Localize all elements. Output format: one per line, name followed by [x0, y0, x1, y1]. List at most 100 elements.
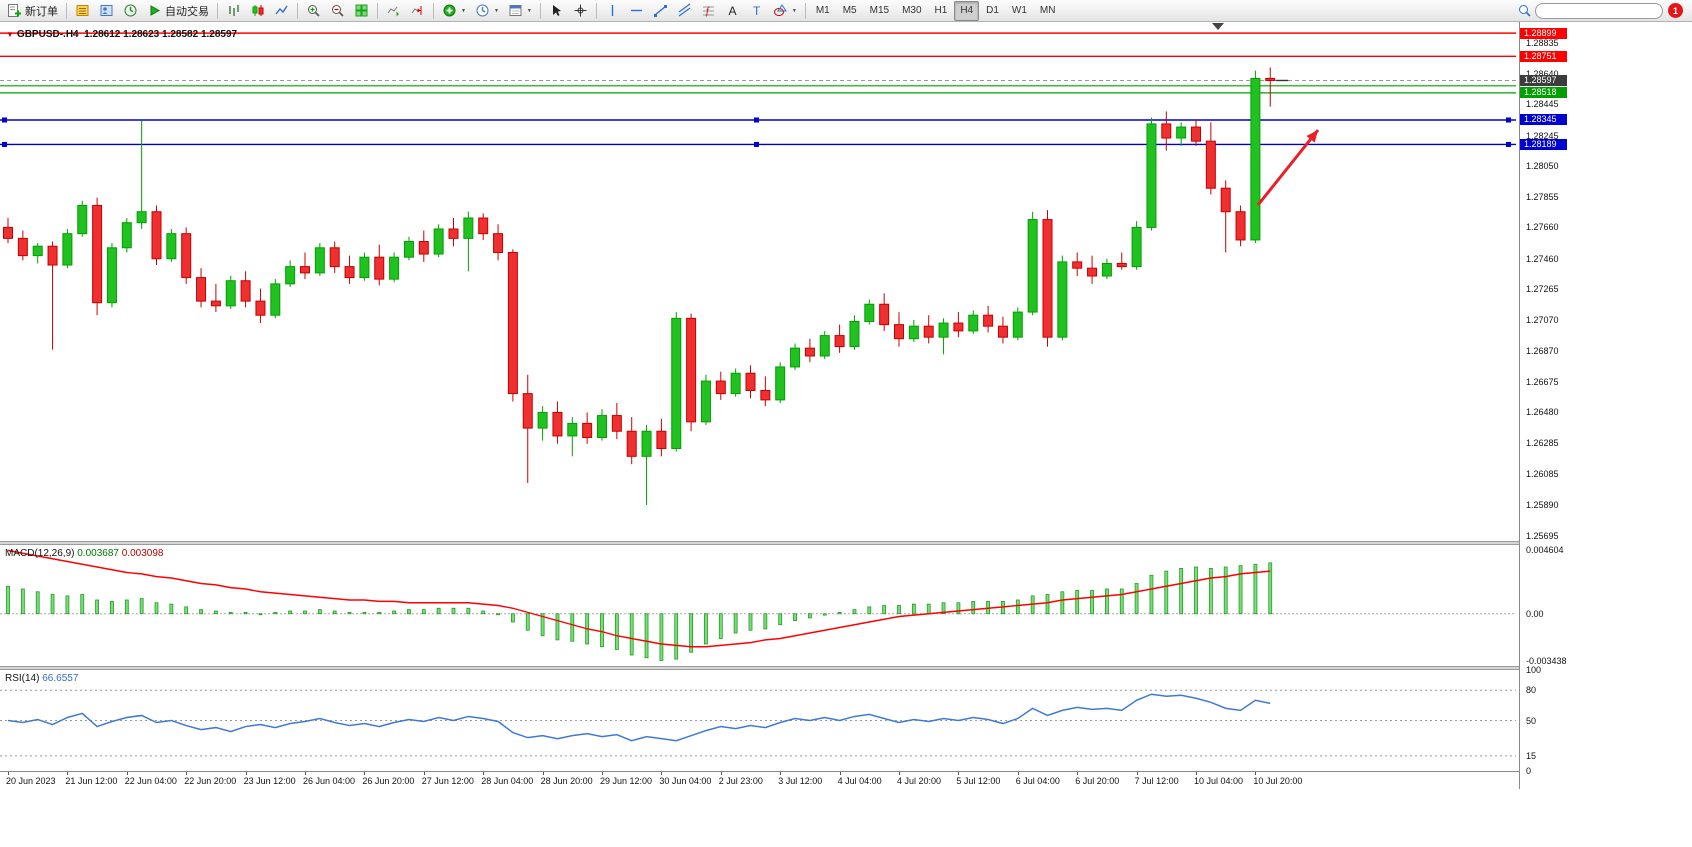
timeframe-button-h4[interactable]: H4: [954, 0, 980, 21]
price-axis-label: 1.27070: [1526, 314, 1559, 325]
line-chart-button[interactable]: [270, 1, 293, 21]
candle-body: [745, 372, 756, 391]
time-axis[interactable]: 20 Jun 2023 21 Jun 12:00 22 Jun 04:00 22 Ju…: [0, 771, 1692, 789]
macd-axis-label: -0.003438: [1526, 656, 1567, 667]
chart-window: ▼ GBPUSD-.H4 1.28612 1.28623 1.28582 1.28…: [0, 22, 1692, 847]
indicators-button[interactable]: ▼: [438, 1, 470, 21]
time-axis-label: 20 Jun 2023: [6, 776, 56, 786]
auto-scroll-button[interactable]: [382, 1, 405, 21]
macd-bar: [273, 611, 278, 615]
rsi-axis-label: 15: [1526, 750, 1537, 761]
candle-body: [166, 233, 177, 260]
macd-bar: [1194, 566, 1198, 615]
macd-pane[interactable]: [0, 545, 1516, 666]
price-axis-label: 1.26870: [1526, 346, 1559, 357]
candle-body: [433, 228, 444, 255]
candle-body: [953, 322, 964, 332]
timeframe-button-m15[interactable]: M15: [869, 5, 890, 16]
candle-body: [834, 335, 845, 348]
line-handle[interactable]: [2, 141, 7, 147]
pane-separator[interactable]: [0, 541, 1692, 545]
search-box: [1517, 2, 1663, 19]
horizontal-line-icon: [629, 3, 644, 18]
macd-bar: [303, 610, 307, 615]
templates-button[interactable]: ▼: [504, 1, 536, 21]
arrow-head[interactable]: [1306, 130, 1318, 143]
vertical-line-button[interactable]: [601, 1, 624, 21]
strategy-tester-button[interactable]: [119, 1, 142, 21]
macd-bar: [748, 613, 753, 631]
horizontal-lines-layer[interactable]: [0, 32, 1516, 147]
line-handle[interactable]: [754, 117, 759, 123]
crosshair-button[interactable]: [569, 1, 592, 21]
cursor-button[interactable]: [545, 1, 568, 21]
time-axis-label: 30 Jun 04:00: [659, 776, 712, 786]
text-icon: A: [725, 3, 740, 18]
macd-bar: [407, 609, 411, 615]
line-handle[interactable]: [2, 117, 7, 123]
timeframe-button-w1[interactable]: W1: [1011, 5, 1027, 16]
trend-arrow[interactable]: [1256, 129, 1320, 206]
autotrading-button[interactable]: 自动交易: [143, 1, 213, 21]
time-tick: [1017, 772, 1019, 775]
cursor-icon: [549, 3, 564, 18]
candle-body: [715, 380, 726, 395]
pane-separator[interactable]: [0, 666, 1692, 670]
market-watch-button[interactable]: [71, 1, 94, 21]
rsi-pane[interactable]: [0, 670, 1516, 771]
channel-button[interactable]: [673, 1, 696, 21]
candle-body: [106, 247, 117, 304]
text-button[interactable]: A: [721, 1, 744, 21]
timeframe-button-h1[interactable]: H1: [934, 5, 948, 16]
trendline-button[interactable]: [649, 1, 672, 21]
text-label-button[interactable]: T: [745, 1, 768, 21]
time-tick: [958, 772, 960, 775]
candle-body: [255, 300, 266, 316]
price-axis[interactable]: 1.28835 1.28640 1.28445 1.28245 1.28050 1.278…: [1519, 22, 1692, 789]
candle-body: [582, 422, 593, 439]
timeframe-button-m1[interactable]: M1: [815, 5, 830, 16]
zoom-in-button[interactable]: [302, 1, 325, 21]
time-axis-label: 4 Jul 04:00: [837, 776, 882, 786]
toolbar-separator: [297, 2, 298, 19]
fibonacci-button[interactable]: f: [697, 1, 720, 21]
shapes-button[interactable]: ▼: [769, 1, 801, 21]
price-axis-label: 1.28245: [1526, 130, 1559, 141]
new-order-button[interactable]: 新订单: [3, 1, 62, 21]
timeframe-button-mn[interactable]: MN: [1039, 5, 1056, 16]
bar-chart-button[interactable]: [222, 1, 245, 21]
time-axis-label: 10 Jul 04:00: [1194, 776, 1244, 786]
search-input[interactable]: [1535, 2, 1663, 19]
line-handle[interactable]: [1506, 117, 1511, 123]
horizontal-line-button[interactable]: [625, 1, 648, 21]
periods-button[interactable]: ▼: [471, 1, 503, 21]
zoom-in-icon: [306, 3, 321, 18]
macd-bar: [1179, 567, 1184, 615]
macd-bar: [451, 607, 456, 615]
candle-body: [1012, 311, 1023, 338]
candle-body: [908, 325, 919, 340]
line-handle[interactable]: [754, 141, 759, 147]
candle-body: [374, 256, 385, 280]
macd-bar: [1149, 574, 1154, 615]
timeframe-button-m5[interactable]: M5: [842, 5, 857, 16]
candle-body: [359, 256, 370, 279]
chart-shift-marker[interactable]: [1212, 23, 1224, 30]
candle-body: [329, 247, 340, 268]
macd-bar: [6, 585, 10, 615]
tile-windows-button[interactable]: [350, 1, 373, 21]
candlestick-chart-button[interactable]: [246, 1, 269, 21]
arrow-shaft[interactable]: [1256, 129, 1320, 206]
timeframe-button-m30[interactable]: M30: [902, 5, 922, 16]
timeframe-button-d1[interactable]: D1: [986, 5, 999, 16]
macd-bar: [644, 613, 649, 659]
macd-bar: [436, 607, 441, 615]
candle-body: [3, 226, 13, 239]
notification-badge[interactable]: 1: [1668, 3, 1683, 18]
candle-body: [300, 266, 310, 274]
price-pane[interactable]: [0, 22, 1516, 541]
line-handle[interactable]: [1506, 141, 1511, 147]
zoom-out-button[interactable]: [326, 1, 349, 21]
data-window-button[interactable]: [95, 1, 118, 21]
chart-shift-button[interactable]: [406, 1, 429, 21]
